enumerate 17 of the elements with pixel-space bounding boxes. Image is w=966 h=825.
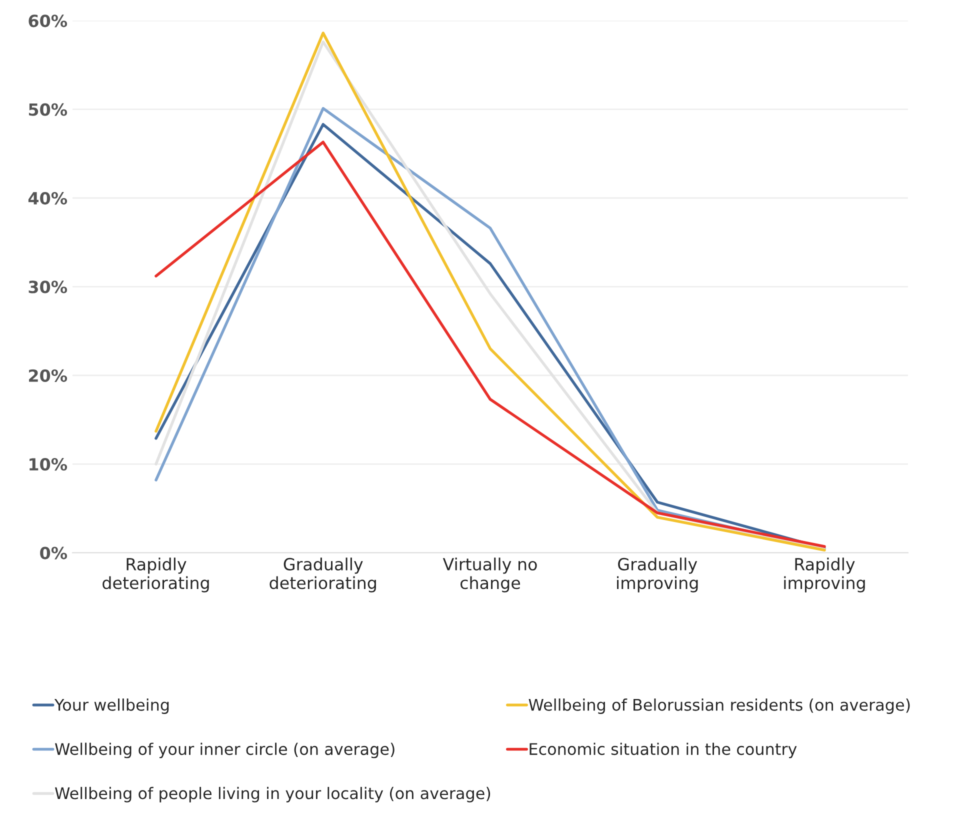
x-tick-label: Virtually no change xyxy=(442,558,537,592)
y-tick-label: 0% xyxy=(40,546,68,560)
legend-label: Wellbeing of Belorussian residents (on average) xyxy=(528,698,910,714)
x-tick-label: Rapidly deteriorating xyxy=(102,558,209,592)
y-tick-label: 10% xyxy=(30,458,68,471)
legend-label: Wellbeing of your inner circle (on average) xyxy=(54,742,394,758)
y-tick-label: 20% xyxy=(29,369,68,382)
y-tick-label: 50% xyxy=(28,103,68,116)
legend-label: Wellbeing of people living in your locality (on average) xyxy=(54,786,490,802)
x-tick-label: Gradually improving xyxy=(617,558,698,592)
legend-label: Your wellbeing xyxy=(54,698,169,714)
y-tick-label: 40% xyxy=(28,192,68,205)
y-tick-label: 60% xyxy=(28,14,68,28)
x-tick-label: Rapidly improving xyxy=(784,558,865,592)
legend-label: Economic situation in the country xyxy=(530,742,797,758)
y-tick-label: 30% xyxy=(28,280,68,294)
x-tick-label: Gradually deteriorating xyxy=(270,558,376,592)
